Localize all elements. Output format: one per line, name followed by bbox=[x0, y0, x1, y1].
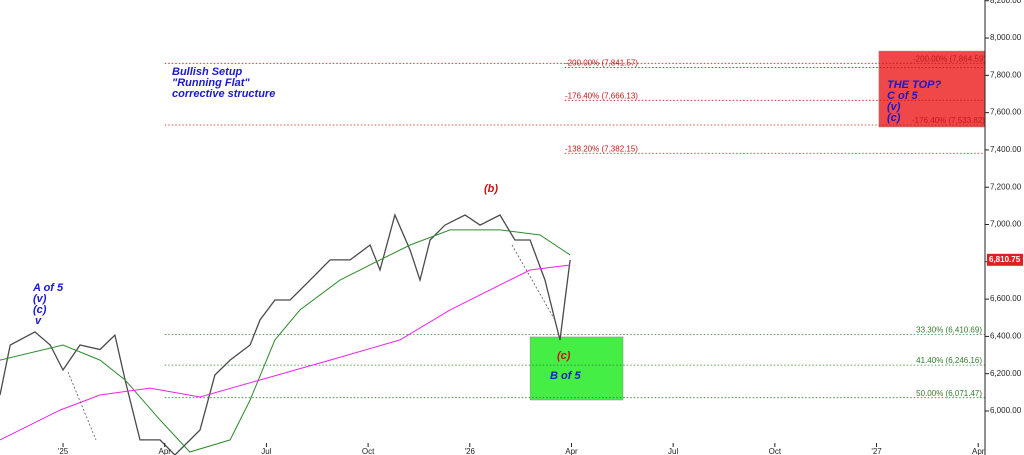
level-label: -200.00% (7,864.59) bbox=[913, 54, 986, 63]
y-tick-label: 8,200.00 bbox=[990, 0, 1022, 5]
box bbox=[529, 336, 624, 401]
series-line bbox=[0, 213, 571, 455]
level-label: 50.00% (6,071.47) bbox=[916, 389, 982, 398]
annotation: (c) bbox=[557, 350, 571, 362]
series-line bbox=[0, 229, 571, 453]
box-label: (v) bbox=[887, 101, 901, 113]
level-label: -176.40% (7,666.13) bbox=[565, 91, 638, 100]
y-tick-label: 7,800.00 bbox=[990, 70, 1022, 79]
annotation: corrective structure bbox=[172, 88, 275, 100]
y-tick-label: 7,200.00 bbox=[990, 182, 1022, 191]
axis-bg bbox=[985, 0, 1024, 455]
plot bbox=[0, 50, 986, 455]
box-label: THE TOP? bbox=[887, 79, 941, 91]
x-tick-label: Apr bbox=[565, 447, 578, 455]
x-tick-label: Apr bbox=[972, 447, 985, 455]
y-tick-label: 6,200.00 bbox=[990, 369, 1022, 378]
box-label: C of 5 bbox=[887, 90, 918, 102]
last-price-tag bbox=[987, 253, 1023, 266]
wave-line bbox=[511, 244, 557, 323]
annotation: v bbox=[35, 315, 42, 327]
x-tick-label: Oct bbox=[362, 447, 375, 455]
annotation: Bullish Setup bbox=[172, 66, 243, 78]
x-tick-label: '27 bbox=[871, 447, 882, 455]
annotation: (b) bbox=[484, 183, 498, 195]
series-line bbox=[0, 264, 571, 441]
y-tick-label: 8,000.00 bbox=[990, 33, 1022, 42]
level-label: 33.30% (6,410.69) bbox=[916, 326, 982, 335]
box-label: B of 5 bbox=[550, 370, 581, 382]
x-tick-label: Apr bbox=[159, 447, 172, 455]
x-tick-label: Jul bbox=[261, 447, 271, 455]
y-tick-label: 7,000.00 bbox=[990, 220, 1022, 229]
annotation: "Running Flat" bbox=[172, 77, 250, 89]
level-label: -176.40% (7,533.82) bbox=[912, 116, 985, 125]
box bbox=[878, 50, 986, 128]
annotation: (c) bbox=[33, 304, 47, 316]
x-tick-label: Jul bbox=[668, 447, 678, 455]
x-tick-label: Oct bbox=[769, 447, 782, 455]
wave-line bbox=[67, 371, 97, 441]
level-label: -138.20% (7,382.15) bbox=[565, 144, 638, 153]
annotation: A of 5 bbox=[32, 282, 64, 294]
box-label: (c) bbox=[887, 112, 901, 124]
y-tick-label: 7,600.00 bbox=[990, 108, 1022, 117]
x-tick-label: '25 bbox=[58, 447, 69, 455]
annotation: (v) bbox=[33, 293, 47, 305]
level-label: -200.00% (7,841.57) bbox=[565, 59, 638, 68]
y-tick-label: 6,600.00 bbox=[990, 294, 1022, 303]
last-price-label: 6,810.75 bbox=[989, 255, 1021, 264]
x-tick-label: '26 bbox=[465, 447, 476, 455]
y-tick-label: 6,000.00 bbox=[990, 406, 1022, 415]
level-label: 41.40% (6,246.16) bbox=[916, 356, 982, 365]
y-tick-label: 7,400.00 bbox=[990, 145, 1022, 154]
y-tick-label: 6,400.00 bbox=[990, 332, 1022, 341]
